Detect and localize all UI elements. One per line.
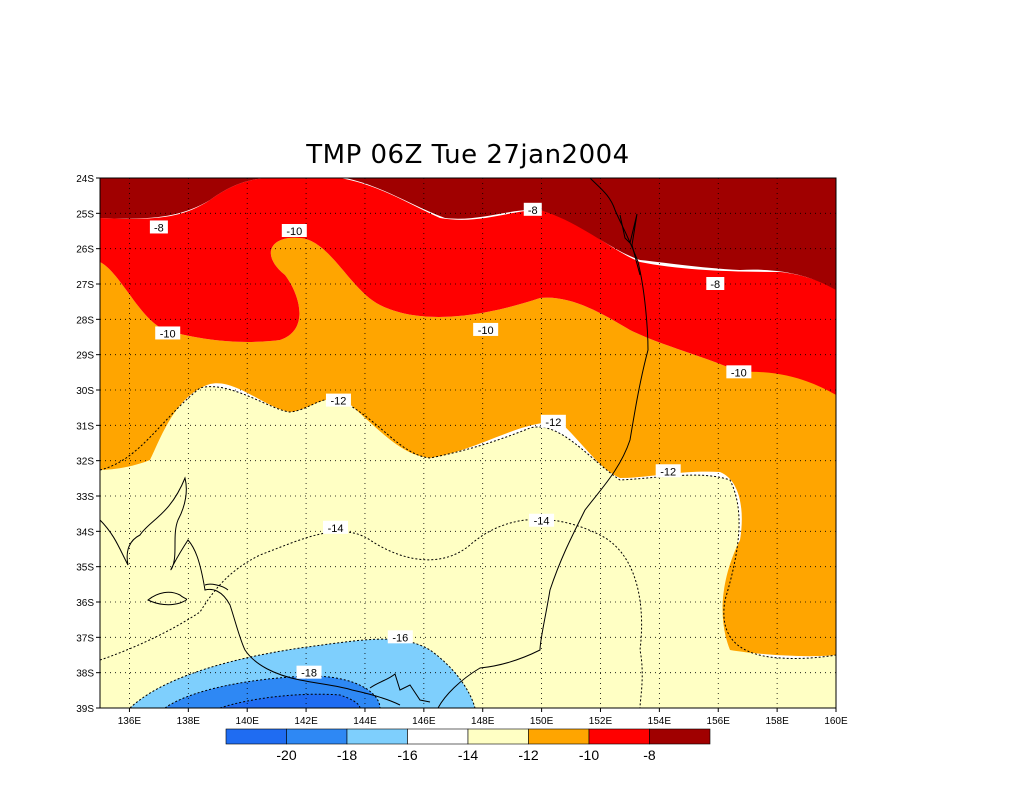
x-tick-label: 152E [589, 716, 613, 727]
x-tick-label: 158E [765, 716, 789, 727]
coastline [100, 178, 649, 708]
y-tick-label: 26S [76, 245, 94, 256]
colorbar-swatch [346, 728, 408, 745]
contour-label: -14 [328, 523, 344, 535]
band-darkblue [220, 694, 360, 708]
band-darkred [100, 178, 836, 290]
colorbar-label: -12 [518, 747, 538, 763]
y-axis: 24S 25S 26S 27S 28S 29S 30S 31S 32S 33S 34S 35S 36S 3… [76, 174, 100, 715]
y-tick-label: 35S [76, 563, 94, 574]
contour-label-bg [325, 393, 351, 407]
y-tick-label: 28S [76, 315, 94, 326]
contour-label-bg [149, 220, 168, 234]
x-tick-label: 142E [294, 716, 318, 727]
colorbar-swatch [225, 728, 287, 745]
colorbar-swatch [588, 728, 650, 745]
contour-label-bg [529, 513, 555, 527]
contour-label: -10 [731, 367, 747, 379]
x-tick-label: 146E [412, 716, 436, 727]
colorbar-swatch [467, 728, 529, 745]
y-tick-label: 31S [76, 421, 94, 432]
contour-label: -12 [331, 396, 347, 408]
filled-contours [100, 178, 836, 708]
colorbar-label: -10 [579, 747, 599, 763]
contour-label-bg [323, 520, 349, 534]
x-tick-label: 144E [353, 716, 377, 727]
x-tick-label: 138E [177, 716, 201, 727]
contour-label: -12 [545, 417, 561, 429]
colorbar-swatch [286, 728, 348, 745]
map-title: TMP 06Z Tue 27jan2004 [306, 140, 630, 170]
contour-label-bg [281, 224, 307, 237]
contour-label: -18 [301, 668, 317, 680]
contour-label-bg [706, 277, 725, 290]
x-tick-label: 154E [648, 716, 672, 727]
y-tick-label: 29S [76, 351, 94, 362]
colorbar-label: -20 [276, 747, 296, 763]
y-tick-label: 32S [76, 457, 94, 468]
x-axis: 136E 138E 140E 142E 144E 146E 148E 150E 152E 154E… [118, 708, 848, 727]
x-tick-label: 148E [471, 716, 495, 727]
contour-label: -10 [286, 226, 302, 238]
contour-lines [100, 386, 836, 708]
x-tick-label: 150E [530, 716, 554, 727]
contour-label-bg [523, 202, 542, 216]
y-tick-label: 38S [76, 669, 94, 680]
plot-frame [99, 177, 837, 709]
contour-label-bg [155, 326, 181, 340]
contour-label: -10 [478, 325, 494, 337]
contour-label-bg [387, 630, 413, 644]
contour-label: -8 [154, 222, 164, 234]
contour-label: -16 [392, 632, 408, 644]
contour-label: -8 [710, 279, 720, 291]
contour-label: -10 [160, 328, 176, 340]
contour-label-bg [473, 322, 499, 336]
contour-label-bg [296, 665, 322, 679]
x-tick-label: 156E [707, 716, 731, 727]
graticule [100, 178, 836, 708]
contour-labels: -8 -8 -8 -10 -10 -10 -10 -12 -12 -12 -14 -14 -16 -18 [149, 202, 752, 680]
colorbar-label: -14 [458, 747, 478, 763]
y-tick-label: 25S [76, 209, 94, 220]
band-orange [100, 237, 836, 657]
y-tick-label: 37S [76, 633, 94, 644]
contour-label-bg [726, 365, 752, 379]
colorbar-swatch [649, 728, 711, 745]
x-tick-label: 136E [118, 716, 142, 727]
contour-label-bg [540, 414, 566, 428]
y-tick-label: 27S [76, 280, 94, 291]
colorbar-label: -16 [397, 747, 417, 763]
colorbar-label: -8 [643, 747, 656, 763]
contour-label: -8 [528, 205, 538, 217]
contour-label: -14 [534, 516, 550, 528]
y-tick-label: 33S [76, 492, 94, 503]
x-tick-label: 160E [824, 716, 848, 727]
band-lightyellow [100, 386, 836, 708]
contour-label: -12 [660, 466, 676, 478]
y-tick-label: 30S [76, 386, 94, 397]
contour-label-bg [655, 464, 681, 478]
y-tick-label: 39S [76, 704, 94, 715]
y-tick-label: 24S [76, 174, 94, 185]
colorbar: -20 -18 -16 -14 -12 -10 -8 [225, 728, 711, 763]
y-tick-label: 34S [76, 527, 94, 538]
colorbar-label: -18 [337, 747, 357, 763]
colorbar-swatch [528, 728, 590, 745]
y-tick-label: 36S [76, 598, 94, 609]
colorbar-swatch [407, 728, 469, 745]
x-tick-label: 140E [236, 716, 260, 727]
